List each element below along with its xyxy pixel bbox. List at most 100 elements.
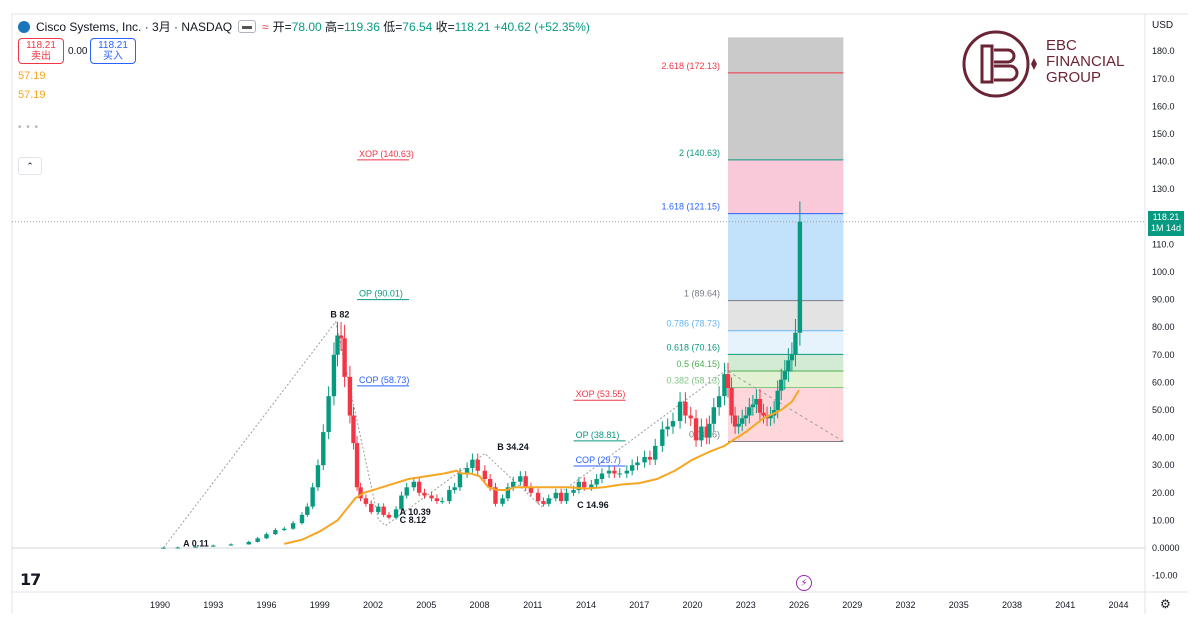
candle-body: [665, 426, 670, 430]
candle-body: [683, 401, 688, 416]
candle-body: [793, 332, 798, 355]
candle-body: [594, 479, 599, 485]
candle-body: [315, 465, 321, 488]
time-axis-tick: 1999: [310, 600, 330, 610]
ma-value-2: 57.19: [18, 89, 46, 101]
candle-body: [416, 481, 422, 493]
currency-selector[interactable]: USD: [1152, 20, 1174, 31]
fib-level-label: 0.618 (70.16): [666, 342, 720, 352]
price-axis-tick: 140.0: [1152, 157, 1175, 167]
time-axis-tick: 2008: [469, 600, 489, 610]
candle-body: [693, 418, 699, 441]
lightning-icon[interactable]: ⚡: [796, 575, 812, 591]
fib-zone-4: [728, 330, 844, 355]
buy-label: 买入: [103, 51, 123, 62]
wave-point-label: C 8.12: [400, 515, 427, 525]
fib-level-label: 0.5 (64.15): [676, 359, 720, 369]
candle-body: [470, 459, 475, 468]
candle-body: [747, 407, 752, 416]
time-axis-tick: 2038: [1002, 600, 1022, 610]
time-axis-tick: 2035: [949, 600, 969, 610]
candle-body: [754, 398, 759, 405]
candle-body: [422, 492, 427, 496]
compare-icon[interactable]: ≈: [262, 19, 269, 34]
symbol-header: Cisco Systems, Inc. · 3月 · NASDAQ ▬ ≈ 开=…: [18, 18, 590, 35]
candle-body: [629, 465, 635, 471]
candle-body: [768, 415, 773, 419]
visibility-icon[interactable]: ▬: [238, 20, 257, 33]
time-axis-tick: 2002: [363, 600, 383, 610]
fib-level-label: 2.618 (172.13): [661, 61, 720, 71]
candle-body: [711, 407, 716, 424]
candle-body: [740, 418, 745, 424]
candle-body: [429, 495, 434, 499]
buy-button[interactable]: 118.21 买入: [90, 38, 136, 64]
ohlc-values: 开=78.00 高=119.36 低=76.54 收=118.21 +40.62…: [272, 20, 590, 34]
wave-point-label: B 34.24: [497, 442, 529, 452]
time-axis-tick: 2029: [842, 600, 862, 610]
candle-body: [440, 501, 445, 503]
price-axis-tick: 60.00: [1152, 377, 1175, 387]
fib-zone-1: [728, 159, 844, 214]
candle-body: [358, 487, 363, 499]
candle-body: [393, 509, 399, 518]
candle-body: [732, 415, 738, 427]
open-value: 78.00: [291, 20, 322, 34]
sell-price: 118.21: [26, 40, 56, 51]
time-axis-tick: 2026: [789, 600, 809, 610]
candle-body: [707, 423, 712, 438]
elliott-zigzag-line: [163, 320, 727, 548]
candle-body: [347, 376, 353, 416]
candle-body: [786, 360, 791, 372]
price-axis-tick: 80.00: [1152, 322, 1175, 332]
bar-countdown: 1M 14d: [1150, 223, 1182, 233]
candle-body: [635, 462, 640, 466]
wave-point-label: C 14.96: [577, 500, 609, 510]
candle-body: [464, 467, 470, 474]
candle-body: [369, 503, 374, 513]
candle-body: [660, 429, 665, 446]
settings-gear-icon[interactable]: ⚙: [1160, 597, 1171, 611]
candle-body: [399, 495, 404, 510]
price-axis-tick: 70.00: [1152, 350, 1175, 360]
candle-body: [761, 412, 766, 416]
candle-body: [789, 354, 795, 361]
tradingview-logo-icon[interactable]: 17: [20, 570, 41, 589]
fib-level-label: 2 (140.63): [679, 148, 720, 158]
candle-body: [354, 443, 360, 488]
candle-body: [211, 545, 216, 547]
price-axis-tick: 90.00: [1152, 295, 1175, 305]
time-axis-tick: 2017: [629, 600, 649, 610]
candle-body: [782, 371, 787, 380]
candle-body: [228, 544, 234, 546]
candle-body: [475, 459, 480, 471]
candle-body: [722, 374, 727, 397]
sell-button[interactable]: 118.21 卖出: [18, 38, 64, 64]
cisco-logo-icon: [18, 20, 30, 33]
price-axis-tick: -10.00: [1152, 571, 1178, 581]
price-axis-tick: 20.00: [1152, 488, 1175, 498]
last-price-tag: 118.21 1M 14d: [1148, 211, 1184, 236]
moving-average-line: [284, 389, 800, 545]
candle-body: [528, 487, 534, 493]
collapse-legend-button[interactable]: ⌃: [18, 157, 42, 175]
candle-body: [558, 492, 564, 502]
candle-body: [564, 492, 569, 502]
candle-body: [653, 445, 658, 460]
extension-target-label: OP (90.01): [359, 289, 403, 299]
symbol-title[interactable]: Cisco Systems, Inc. · 3月 · NASDAQ: [36, 20, 233, 34]
candle-body: [161, 547, 166, 549]
extension-target-label: OP (38.81): [576, 430, 620, 440]
fib-level-label: 1 (89.64): [684, 289, 720, 299]
candle-body: [535, 492, 541, 502]
fib-zone-2: [728, 213, 844, 301]
candle-body: [505, 487, 511, 499]
extension-target-label: XOP (53.55): [576, 389, 626, 399]
more-indicators-icon[interactable]: • • •: [18, 122, 40, 133]
candle-body: [255, 538, 260, 542]
candle-body: [750, 404, 756, 408]
candle-body: [642, 456, 647, 463]
time-axis-tick: 1996: [256, 600, 276, 610]
